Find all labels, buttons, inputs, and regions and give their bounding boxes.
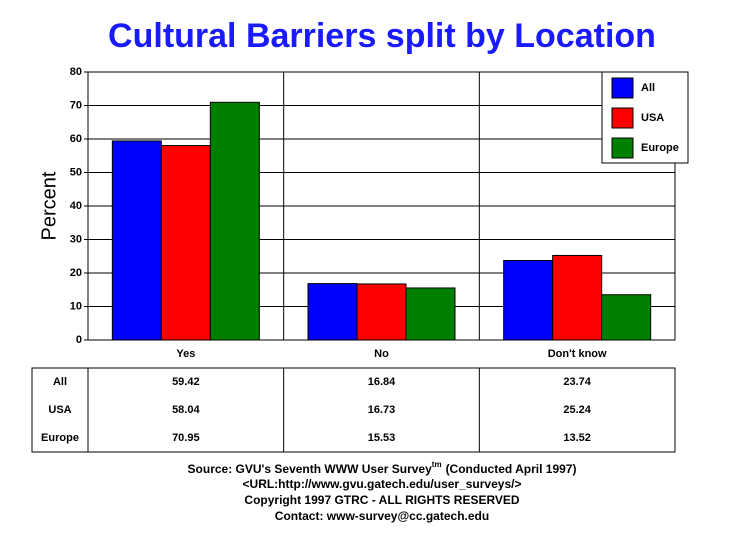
footer-contact: Contact: www-survey@cc.gatech.edu	[275, 509, 489, 523]
table-value: 13.52	[563, 432, 591, 444]
legend-label: Europe	[641, 142, 679, 154]
source: Source: GVU's Seventh WWW User Survey	[188, 462, 433, 476]
table-value: 16.84	[368, 376, 396, 388]
footer-copyright: Copyright 1997 GTRC - ALL RIGHTS RESERVE…	[244, 493, 519, 507]
footer-source: Source: GVU's Seventh WWW User Surveytm (…	[188, 460, 577, 476]
table-value: 58.04	[172, 404, 200, 416]
x-tick-label: Don't know	[548, 348, 607, 360]
source-mark: tm	[432, 460, 442, 469]
legend-label: All	[641, 82, 655, 94]
x-tick-label: No	[374, 348, 389, 360]
table-value: 15.53	[368, 432, 396, 444]
bar	[160, 145, 211, 341]
bar	[356, 283, 407, 341]
legend-swatch	[611, 77, 634, 99]
legend-swatch	[611, 107, 634, 129]
y-axis-label: Percent	[38, 171, 60, 240]
y-tick-label: 20	[70, 267, 82, 279]
legend-label: USA	[641, 112, 664, 124]
table-frame	[31, 367, 676, 453]
bar	[209, 101, 260, 341]
table-value: 25.24	[563, 404, 591, 416]
bar	[111, 140, 162, 341]
bar	[307, 283, 358, 341]
chart-title: Cultural Barriers split by Location	[108, 17, 656, 55]
y-tick-label: 30	[70, 233, 82, 245]
x-tick-label: Yes	[176, 348, 195, 360]
y-tick-label: 40	[70, 200, 82, 212]
table-row-label: All	[53, 376, 67, 388]
y-tick-label: 60	[70, 133, 82, 145]
y-tick-label: 70	[70, 99, 82, 111]
table-value: 59.42	[172, 376, 200, 388]
y-tick-label: 50	[70, 166, 82, 178]
table-value: 16.73	[368, 404, 396, 416]
y-tick-label: 0	[76, 334, 82, 346]
bar	[405, 287, 456, 341]
y-tick-label: 10	[70, 300, 82, 312]
source-note: (Conducted April 1997)	[446, 462, 577, 476]
table-value: 23.74	[563, 376, 591, 388]
legend-swatch	[611, 137, 634, 159]
bar	[552, 254, 603, 341]
footer-url: <URL:http://www.gvu.gatech.edu/user_surv…	[243, 477, 522, 491]
bar	[503, 259, 554, 341]
y-tick-label: 80	[70, 66, 82, 78]
table-row-label: Europe	[41, 432, 79, 444]
table-value: 70.95	[172, 432, 200, 444]
bar	[601, 294, 652, 341]
table-row-label: USA	[48, 404, 71, 416]
